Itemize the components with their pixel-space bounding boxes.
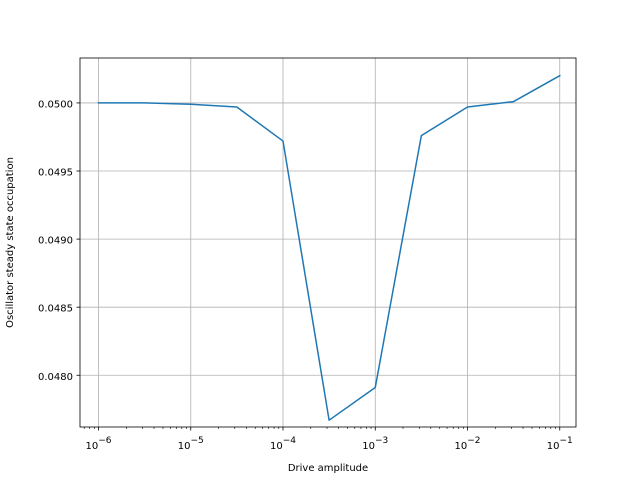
plot-frame xyxy=(79,57,577,428)
y-tick-label: 0.0480 xyxy=(38,372,73,383)
grid xyxy=(80,58,576,427)
x-tick-label: 10−5 xyxy=(178,436,204,452)
plot-area-background xyxy=(80,58,576,427)
x-tick-label: 10−3 xyxy=(362,436,388,452)
series-layer xyxy=(97,74,561,421)
y-tick-label: 0.0485 xyxy=(38,304,73,315)
x-tick-label: 10−6 xyxy=(86,436,112,452)
x-axis-label: Drive amplitude xyxy=(288,463,368,474)
x-axis-ticks: 10−6 10−5 10−4 10−3 10−2 10−1 xyxy=(83,427,573,452)
y-tick-label: 0.0500 xyxy=(38,99,73,110)
x-tick-label: 10−1 xyxy=(547,436,573,452)
x-tick-label: 10−2 xyxy=(454,436,480,452)
y-tick-label: 0.0490 xyxy=(38,236,73,247)
y-tick-label: 0.0495 xyxy=(38,168,73,179)
series-line xyxy=(97,74,561,421)
y-axis-label: Oscillator steady state occupation xyxy=(5,157,16,328)
x-tick-label: 10−4 xyxy=(270,436,296,452)
y-axis-ticks: 0.0480 0.0485 0.0490 0.0495 0.0500 xyxy=(38,99,80,383)
